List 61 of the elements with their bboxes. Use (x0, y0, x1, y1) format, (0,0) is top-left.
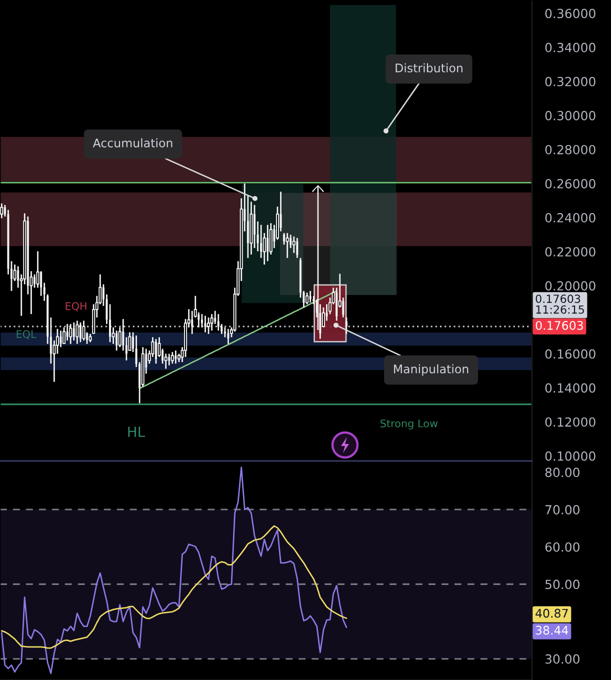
candlestick (164, 353, 168, 370)
y-tick-label: 0.36000 (545, 8, 596, 18)
candlestick (217, 313, 220, 332)
candlestick (253, 204, 256, 249)
candlestick (200, 313, 203, 328)
y-tick-label: 0.34000 (545, 42, 596, 52)
candlestick (306, 292, 309, 305)
y-tick-label: 60.00 (545, 542, 580, 552)
candlestick (66, 323, 68, 342)
y-tick-label: 0.30000 (545, 110, 596, 120)
y-tick-label: 0.10000 (545, 451, 596, 461)
candlestick (266, 224, 269, 262)
y-tick-label: 0.12000 (545, 417, 596, 427)
text: 38.44 (536, 626, 568, 635)
annotation: Manipulation (394, 364, 468, 376)
y-tick-label: 0.26000 (545, 178, 596, 188)
candlestick (345, 316, 348, 335)
line-series (0, 525, 348, 649)
candlestick (76, 320, 79, 345)
candlestick (69, 323, 72, 345)
annotation: HL (128, 426, 145, 437)
annotation: EQH (66, 302, 86, 312)
candlestick (72, 322, 75, 342)
y-tick-label: 0.14000 (545, 383, 596, 393)
candlestick (286, 232, 289, 259)
y-tick-label: 0.20000 (545, 281, 596, 291)
y-tick-label: 50.00 (545, 580, 580, 590)
candlestick (154, 338, 158, 364)
candlestick (207, 316, 210, 335)
y-tick-label: 0.16000 (545, 349, 596, 359)
y-tick-label: 0.28000 (545, 144, 596, 154)
candlestick (227, 328, 230, 345)
candlestick (174, 350, 177, 364)
y-tick-label: 0.32000 (545, 76, 596, 86)
annotation: Distribution (396, 63, 462, 72)
candlestick (309, 290, 312, 304)
line-series (0, 466, 348, 674)
candlestick (62, 326, 66, 345)
candlestick (116, 330, 118, 352)
text: 40.87 (536, 608, 568, 618)
candlestick (82, 320, 86, 342)
candlestick (79, 322, 82, 343)
candlestick (210, 313, 214, 332)
candlestick (170, 351, 174, 364)
y-tick-label: 70.00 (546, 504, 580, 514)
candlestick (60, 330, 62, 348)
candlestick (204, 315, 206, 333)
y-tick-label: 30.00 (545, 654, 580, 664)
y-tick-label: 80.00 (545, 468, 580, 478)
line-series (138, 290, 338, 390)
candlestick (168, 353, 170, 366)
text: 0.17603 11:26:15 (536, 294, 584, 314)
candlestick (33, 274, 36, 288)
y-tick-label: 0.24000 (545, 213, 596, 222)
annotation: Accumulation (92, 138, 172, 148)
candlestick (292, 236, 296, 254)
ref-line-label: Strong Low (380, 419, 438, 430)
ref-line-label: 0.17603 (536, 320, 583, 330)
annotation: EQL (16, 330, 36, 340)
y-tick-label: 0.22000 (545, 247, 596, 257)
candlestick (296, 237, 298, 259)
